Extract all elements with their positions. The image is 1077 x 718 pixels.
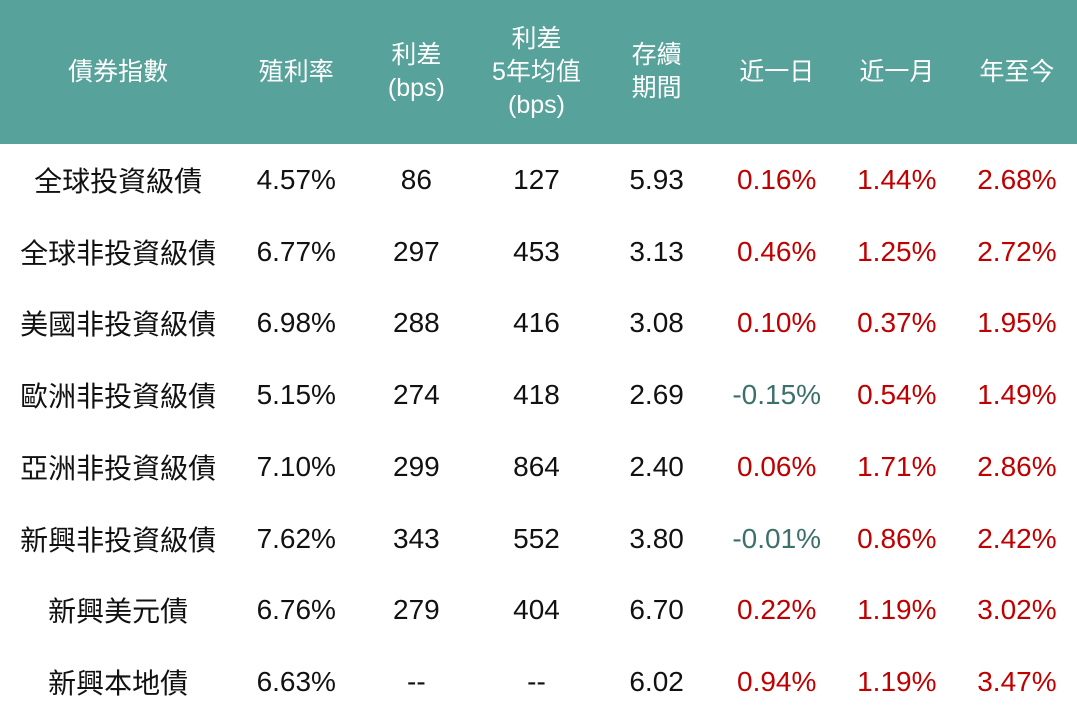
cell-change_ytd: 2.72% xyxy=(977,235,1057,267)
cell-change_1m: 1.71% xyxy=(857,450,937,482)
cell-index: 全球非投資級債 xyxy=(20,237,217,269)
column-header-change_1d: 近一日 xyxy=(716,0,837,144)
cell-change_1m: 1.19% xyxy=(857,594,937,626)
cell-change_1m: 0.37% xyxy=(857,307,937,339)
cell-change_1m: 1.19% xyxy=(857,666,937,698)
cell-change_ytd: 2.86% xyxy=(977,450,1057,482)
column-header-change_1m: 近一月 xyxy=(836,0,957,144)
table-row: 新興本地債 6.63% -- -- 6.02 0.94% 1.19% 3.47% xyxy=(0,646,1077,718)
cell-change_ytd: 2.68% xyxy=(977,163,1057,195)
cell-yield: 7.62% xyxy=(256,522,336,554)
cell-change_ytd: 1.49% xyxy=(977,379,1057,411)
cell-index: 亞洲非投資級債 xyxy=(20,452,217,484)
column-header-yield: 殖利率 xyxy=(236,0,357,144)
cell-spread_5y_avg: 416 xyxy=(513,307,560,339)
table-row: 亞洲非投資級債 7.10% 299 864 2.40 0.06% 1.71% 2.86% xyxy=(0,431,1077,503)
column-header-spread_5y_avg: 利差 5年均值 (bps) xyxy=(476,0,597,144)
cell-index: 美國非投資級債 xyxy=(20,309,217,341)
cell-change_1d: 0.46% xyxy=(737,235,817,267)
column-header-index: 債券指數 xyxy=(0,0,237,144)
cell-change_1m: 0.86% xyxy=(857,522,937,554)
cell-yield: 6.63% xyxy=(256,666,336,698)
table-header: 債券指數 殖利率 利差 (bps) 利差 5年均值 (bps) 存續 期間 近一日 近一月年… xyxy=(0,0,1077,144)
cell-spread: 86 xyxy=(400,163,432,195)
cell-change_1d: 0.06% xyxy=(737,450,817,482)
cell-spread_5y_avg: 864 xyxy=(513,450,560,482)
cell-spread: 297 xyxy=(393,235,440,267)
table-row: 全球投資級債 4.57% 86 127 5.93 0.16% 1.44% 2.68% xyxy=(0,144,1077,216)
cell-change_1d: -0.15% xyxy=(732,379,822,411)
table-row: 歐洲非投資級債 5.15% 274 418 2.69 -0.15% 0.54% 1.49% xyxy=(0,359,1077,431)
cell-duration: 5.93 xyxy=(629,163,684,195)
cell-duration: 2.40 xyxy=(629,450,684,482)
cell-change_ytd: 3.02% xyxy=(977,594,1057,626)
cell-duration: 6.02 xyxy=(629,666,684,698)
cell-change_1d: 0.22% xyxy=(737,594,817,626)
cell-change_1d: 0.10% xyxy=(737,307,817,339)
cell-spread: 274 xyxy=(393,379,440,411)
cell-yield: 6.76% xyxy=(256,594,336,626)
cell-spread: 299 xyxy=(393,450,440,482)
cell-yield: 6.98% xyxy=(256,307,336,339)
cell-index: 新興本地債 xyxy=(48,668,189,700)
cell-spread_5y_avg: 453 xyxy=(513,235,560,267)
cell-change_ytd: 1.95% xyxy=(977,307,1057,339)
table-row: 全球非投資級債 6.77% 297 453 3.13 0.46% 1.25% 2.72% xyxy=(0,216,1077,288)
cell-spread_5y_avg: 418 xyxy=(513,379,560,411)
cell-spread: 279 xyxy=(393,594,440,626)
cell-change_1d: 0.94% xyxy=(737,666,817,698)
cell-index: 新興美元債 xyxy=(48,596,189,628)
cell-spread: 343 xyxy=(393,522,440,554)
cell-change_ytd: 2.42% xyxy=(977,522,1057,554)
cell-spread: -- xyxy=(407,666,426,698)
cell-change_1m: 0.54% xyxy=(857,379,937,411)
cell-spread_5y_avg: 552 xyxy=(513,522,560,554)
header-row: 債券指數 殖利率 利差 (bps) 利差 5年均值 (bps) 存續 期間 近一日 近一月年… xyxy=(0,0,1077,144)
cell-spread_5y_avg: 127 xyxy=(513,163,560,195)
cell-change_1d: -0.01% xyxy=(732,522,822,554)
cell-change_ytd: 3.47% xyxy=(977,666,1057,698)
cell-yield: 5.15% xyxy=(256,379,336,411)
table-row: 美國非投資級債 6.98% 288 416 3.08 0.10% 0.37% 1.95% xyxy=(0,288,1077,360)
cell-change_1d: 0.16% xyxy=(737,163,817,195)
cell-index: 新興非投資級債 xyxy=(20,524,217,556)
cell-index: 全球投資級債 xyxy=(34,165,203,197)
cell-index: 歐洲非投資級債 xyxy=(20,381,217,413)
cell-change_1m: 1.25% xyxy=(857,235,937,267)
cell-duration: 6.70 xyxy=(629,594,684,626)
table-row: 新興非投資級債 7.62% 343 552 3.80 -0.01% 0.86% 2.42% xyxy=(0,503,1077,575)
column-header-change_ytd: 年至今 xyxy=(956,0,1077,144)
cell-duration: 2.69 xyxy=(629,379,684,411)
table-row: 新興美元債 6.76% 279 404 6.70 0.22% 1.19% 3.02% xyxy=(0,575,1077,647)
cell-change_1m: 1.44% xyxy=(857,163,937,195)
cell-yield: 4.57% xyxy=(256,163,336,195)
cell-duration: 3.80 xyxy=(629,522,684,554)
cell-spread: 288 xyxy=(393,307,440,339)
column-header-spread: 利差 (bps) xyxy=(356,0,477,144)
cell-yield: 7.10% xyxy=(256,450,336,482)
cell-spread_5y_avg: 404 xyxy=(513,594,560,626)
cell-duration: 3.08 xyxy=(629,307,684,339)
cell-duration: 3.13 xyxy=(629,235,684,267)
cell-spread_5y_avg: -- xyxy=(527,666,546,698)
cell-yield: 6.77% xyxy=(256,235,336,267)
table-body: 全球投資級債 4.57% 86 127 5.93 0.16% 1.44% 2.68% 全球非投資… xyxy=(0,144,1077,718)
column-header-duration: 存續 期間 xyxy=(596,0,717,144)
